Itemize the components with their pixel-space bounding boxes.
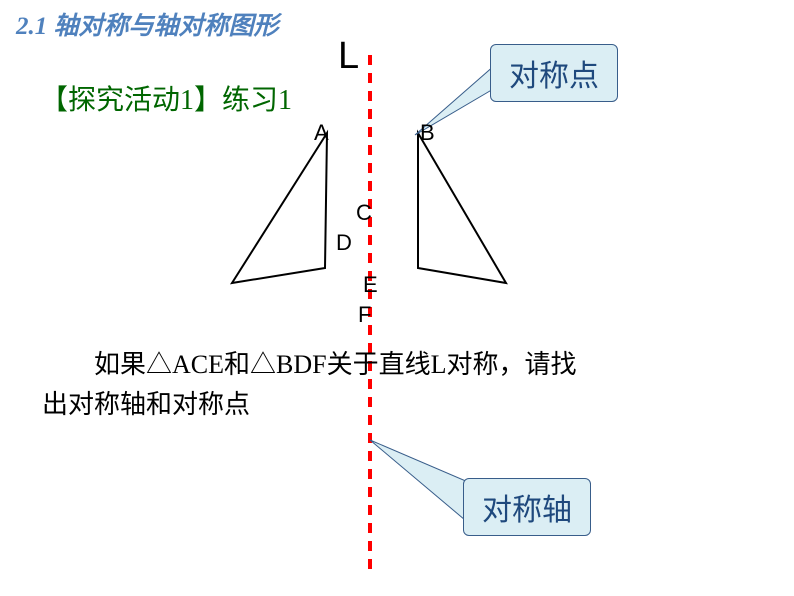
activity-title: 【探究活动1】练习1	[40, 78, 292, 118]
label-E: E	[363, 272, 378, 298]
label-A: A	[314, 120, 329, 146]
callout-symmetry-point: 对称点	[490, 44, 618, 102]
section-header: 2.1 轴对称与轴对称图形	[16, 6, 279, 42]
problem-line1: 如果△ACE和△BDF关于直线L对称，请找	[94, 345, 576, 384]
label-B: B	[420, 120, 435, 146]
callout-symmetry-axis: 对称轴	[463, 478, 591, 536]
triangle-ace	[232, 133, 327, 283]
label-F: F	[358, 302, 371, 328]
label-L: L	[338, 35, 359, 78]
problem-line2: 出对称轴和对称点	[42, 385, 250, 424]
label-D: D	[336, 230, 352, 256]
triangle-bdf	[418, 133, 506, 283]
label-C: C	[356, 200, 372, 226]
